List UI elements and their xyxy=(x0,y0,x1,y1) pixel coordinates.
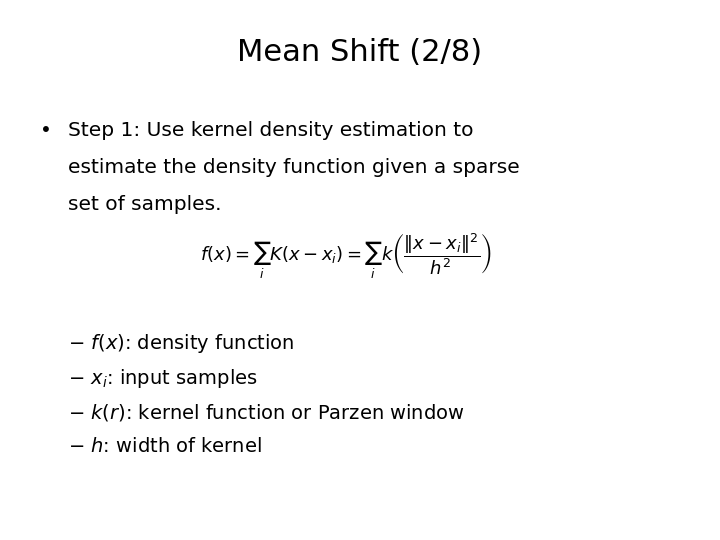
Text: $-$ $k(r)$: kernel function or Parzen window: $-$ $k(r)$: kernel function or Parzen wi… xyxy=(68,402,465,423)
Text: Step 1: Use kernel density estimation to: Step 1: Use kernel density estimation to xyxy=(68,122,474,140)
Text: set of samples.: set of samples. xyxy=(68,195,222,214)
Text: estimate the density function given a sparse: estimate the density function given a sp… xyxy=(68,158,520,177)
Text: Mean Shift (2/8): Mean Shift (2/8) xyxy=(238,38,482,67)
Text: $f(x) = \sum_{i} K(x - x_i) = \sum_{i} k \left( \dfrac{\|x - x_i\|^2}{h^2} \righ: $f(x) = \sum_{i} K(x - x_i) = \sum_{i} k… xyxy=(200,232,491,281)
Text: $-$ $x_i$: input samples: $-$ $x_i$: input samples xyxy=(68,367,258,390)
Text: $-$ $f(x)$: density function: $-$ $f(x)$: density function xyxy=(68,332,295,355)
Text: •: • xyxy=(40,122,51,140)
Text: $-$ $h$: width of kernel: $-$ $h$: width of kernel xyxy=(68,437,262,456)
